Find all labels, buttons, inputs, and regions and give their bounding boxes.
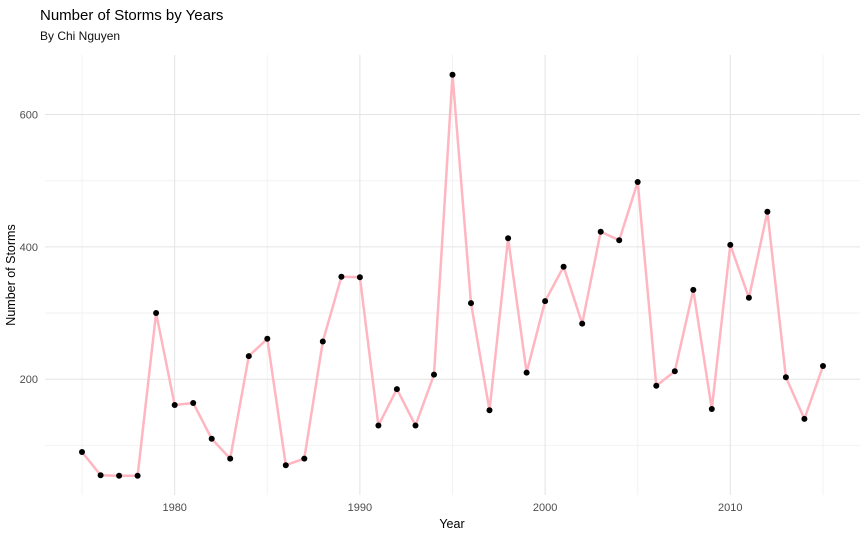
y-tick-label: 200 xyxy=(20,374,38,386)
y-tick-label: 600 xyxy=(20,110,38,122)
data-point xyxy=(801,415,808,422)
x-tick-label: 1980 xyxy=(162,502,186,514)
data-point xyxy=(745,294,752,301)
data-point xyxy=(449,71,456,78)
data-point xyxy=(486,407,493,414)
data-point xyxy=(79,449,85,455)
data-point xyxy=(227,455,234,462)
data-point xyxy=(671,368,678,375)
data-point xyxy=(653,382,660,389)
data-point xyxy=(727,241,734,248)
storms-line-chart: 1980 1990 2000 2010 200 400 600 Year Number o… xyxy=(4,55,860,531)
data-point xyxy=(319,338,326,345)
data-point xyxy=(616,237,623,244)
x-tick-label: 2010 xyxy=(718,502,742,514)
data-point xyxy=(171,402,178,408)
x-axis-title: Year xyxy=(439,517,464,531)
y-axis-title: Number of Storms xyxy=(4,224,18,325)
y-axis-tick-labels: 200 400 600 xyxy=(20,110,38,387)
data-point xyxy=(542,298,549,305)
data-point xyxy=(431,371,437,378)
data-point xyxy=(597,228,604,235)
data-point xyxy=(190,400,197,406)
data-point xyxy=(523,369,530,376)
data-point xyxy=(764,208,771,215)
data-point xyxy=(690,286,697,293)
data-point xyxy=(708,406,715,412)
data-point xyxy=(505,235,512,242)
data-point xyxy=(264,335,271,342)
data-point xyxy=(338,273,345,280)
data-point xyxy=(134,472,141,479)
chart-subtitle: By Chi Nguyen xyxy=(40,29,121,43)
chart-title: Number of Storms by Years xyxy=(40,7,224,24)
data-point xyxy=(375,422,382,429)
y-tick-label: 400 xyxy=(20,242,38,254)
data-point xyxy=(116,472,123,479)
x-axis-tick-labels: 1980 1990 2000 2010 xyxy=(162,502,742,514)
data-point xyxy=(356,274,363,281)
data-point xyxy=(820,363,826,369)
data-point xyxy=(468,300,474,307)
data-point xyxy=(208,435,215,442)
minor-gridlines xyxy=(45,55,860,495)
storms-series xyxy=(79,71,826,479)
data-point xyxy=(634,179,641,185)
data-point xyxy=(153,310,160,316)
data-point xyxy=(782,374,789,381)
x-tick-label: 2000 xyxy=(533,502,557,514)
data-point xyxy=(301,455,308,462)
data-point xyxy=(97,472,104,479)
x-tick-label: 1990 xyxy=(348,502,372,514)
data-point xyxy=(393,386,400,393)
data-point xyxy=(560,263,567,270)
data-point xyxy=(412,422,419,429)
data-point xyxy=(579,320,586,327)
data-point xyxy=(245,353,252,360)
data-point xyxy=(282,462,289,469)
